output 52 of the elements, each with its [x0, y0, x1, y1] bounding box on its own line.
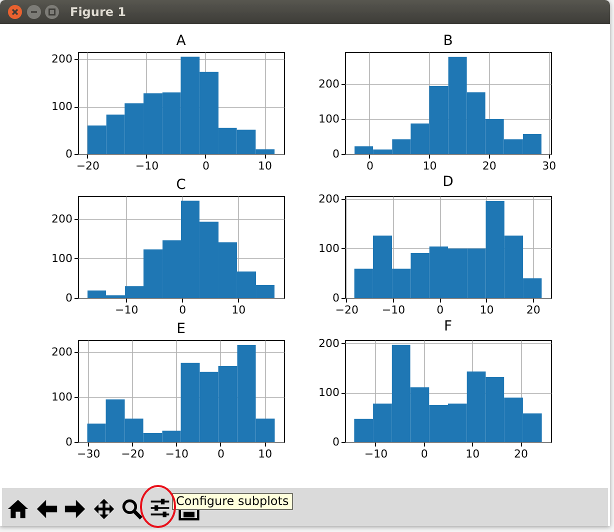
y-tick-label: 100 [52, 100, 72, 114]
y-tick-label: 200 [318, 192, 340, 206]
x-tick-label: 10 [232, 304, 246, 316]
x-tick-label: 0 [436, 304, 444, 316]
chart-title: F [444, 318, 452, 334]
x-tick-label: −10 [135, 160, 159, 172]
y-tick-label: 100 [52, 252, 72, 265]
y-tick-label: 0 [332, 148, 340, 160]
x-tick-label: 30 [542, 160, 556, 172]
x-tick-label: 10 [422, 160, 437, 172]
chart-title: D [442, 174, 454, 190]
y-tick-label: 200 [318, 336, 340, 350]
x-tick-label: 10 [258, 448, 272, 460]
x-tick-label: 0 [179, 304, 186, 316]
y-tick-label: 200 [52, 212, 72, 226]
y-tick-label: 0 [332, 292, 340, 304]
chart-title: A [176, 33, 186, 49]
y-tick-label: 200 [318, 77, 340, 90]
x-tick-label: −20 [335, 304, 359, 316]
x-tick-label: −30 [77, 448, 100, 460]
x-tick-label: −20 [121, 448, 144, 460]
y-tick-label: 0 [66, 148, 72, 160]
x-tick-label: 10 [258, 160, 272, 172]
x-tick-label: 0 [217, 448, 224, 460]
title-bar: Figure 1 [0, 0, 610, 24]
x-tick-label: 20 [482, 160, 496, 172]
y-tick-label: 100 [52, 390, 72, 404]
x-tick-label: 0 [202, 160, 210, 172]
y-tick-label: 100 [318, 386, 340, 400]
y-tick-label: 100 [318, 242, 340, 255]
x-tick-label: 10 [466, 448, 480, 460]
tooltip: Configure subplots [172, 493, 293, 510]
y-tick-label: 0 [332, 436, 340, 448]
y-tick-label: 200 [52, 346, 72, 359]
x-tick-label: −20 [76, 160, 100, 172]
x-tick-label: 0 [366, 160, 374, 172]
x-tick-label: 10 [480, 304, 494, 316]
y-tick-label: 0 [66, 292, 72, 304]
x-tick-label: −10 [382, 304, 406, 316]
y-tick-label: 200 [52, 52, 72, 66]
x-tick-label: 0 [420, 448, 428, 460]
caption: Figure 1 [70, 5, 126, 19]
x-tick-label: 20 [526, 304, 540, 316]
y-tick-label: 100 [318, 112, 340, 126]
x-tick-label: 20 [514, 448, 528, 460]
chart-title: C [176, 177, 186, 193]
x-tick-label: −10 [115, 304, 138, 316]
x-tick-label: −10 [165, 448, 188, 460]
chart-title: E [176, 321, 186, 337]
chart-title: B [443, 33, 453, 49]
x-tick-label: −10 [364, 448, 388, 460]
y-tick-label: 0 [66, 436, 72, 448]
